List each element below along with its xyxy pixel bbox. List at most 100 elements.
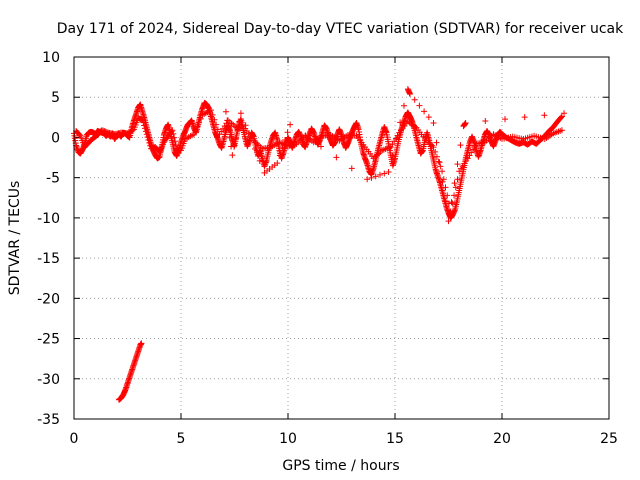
- data-point-plus: [247, 134, 254, 141]
- data-point-plus: [139, 116, 146, 123]
- data-point-plus: [209, 111, 216, 118]
- data-point-plus: [439, 168, 446, 175]
- data-point-plus: [433, 139, 440, 146]
- data-point-plus: [448, 199, 455, 206]
- y-tick-label: -35: [37, 412, 60, 428]
- y-tick-label: -10: [37, 211, 60, 227]
- data-point-plus: [442, 198, 449, 205]
- data-point-plus: [129, 127, 136, 134]
- y-tick-label: -20: [37, 291, 60, 307]
- x-tick-label: 5: [177, 431, 186, 447]
- data-point-plus: [372, 173, 379, 180]
- data-point-plus: [389, 152, 396, 159]
- data-point-plus: [256, 157, 263, 164]
- data-point-plus: [252, 146, 259, 153]
- data-point-plus: [444, 192, 451, 199]
- data-point-plus: [226, 134, 233, 141]
- data-point-plus: [430, 144, 437, 151]
- x-tick-label: 0: [70, 431, 79, 447]
- data-point-plus: [317, 143, 324, 150]
- y-tick-label: -5: [46, 171, 60, 187]
- data-point-plus: [141, 122, 148, 129]
- data-point-plus: [436, 159, 443, 166]
- data-point-plus: [501, 116, 508, 123]
- data-point-plus: [416, 102, 423, 109]
- data-point-plus: [232, 135, 239, 142]
- data-point-plus: [231, 143, 238, 150]
- data-point-plus: [172, 138, 179, 145]
- data-point-plus: [195, 119, 202, 126]
- data-point-plus: [284, 129, 291, 136]
- data-point-plus: [451, 192, 458, 199]
- data-point-plus: [302, 132, 309, 139]
- data-point-plus: [421, 108, 428, 115]
- data-point-plus: [411, 96, 418, 103]
- data-point-plus: [169, 127, 176, 134]
- data-point-plus: [561, 110, 568, 117]
- data-point-plus: [197, 115, 204, 122]
- data-point-plus: [558, 127, 565, 134]
- data-point-plus: [234, 127, 241, 134]
- data-point-plus: [435, 158, 442, 165]
- data-point-plus: [143, 131, 150, 138]
- data-point-plus: [368, 174, 375, 181]
- data-point-plus: [364, 176, 371, 183]
- data-point-plus: [558, 114, 565, 121]
- y-tick-label: 0: [51, 130, 60, 146]
- data-point-plus: [454, 176, 461, 183]
- y-tick-label: -30: [37, 372, 60, 388]
- x-tick-label: 25: [600, 431, 618, 447]
- x-tick-label: 15: [386, 431, 404, 447]
- data-point-plus: [447, 208, 454, 215]
- data-point-plus: [462, 119, 469, 126]
- data-point-plus: [439, 178, 446, 185]
- y-tick-label: 10: [42, 50, 60, 66]
- data-point-plus: [432, 148, 439, 155]
- data-point-plus: [145, 137, 152, 144]
- data-point-plus: [140, 119, 147, 126]
- data-point-plus: [194, 123, 201, 130]
- data-point-plus: [454, 161, 461, 168]
- data-point-plus: [400, 102, 407, 109]
- data-point-plus: [425, 114, 432, 121]
- data-point-plus: [142, 128, 149, 135]
- data-point-plus: [237, 110, 244, 117]
- y-tick-label: 5: [51, 90, 60, 106]
- data-point-plus: [142, 125, 149, 132]
- data-point-plus: [393, 135, 400, 142]
- data-point-plus: [207, 107, 214, 114]
- data-point-plus: [445, 218, 452, 225]
- data-point-plus: [377, 171, 384, 178]
- data-point-plus: [452, 184, 459, 191]
- data-point-plus: [442, 184, 449, 191]
- data-point-plus: [385, 169, 392, 176]
- data-point-plus: [76, 131, 83, 138]
- data-point-plus: [451, 180, 458, 187]
- y-tick-label: -25: [37, 332, 60, 348]
- data-point-plus: [397, 119, 404, 126]
- data-point-plus: [225, 126, 232, 133]
- data-series: [222, 86, 568, 225]
- data-point-plus: [138, 340, 145, 347]
- data-point-plus: [214, 126, 221, 133]
- data-point-plus: [457, 142, 464, 149]
- data-point-plus: [333, 154, 340, 161]
- data-point-plus: [192, 127, 199, 134]
- data-point-plus: [213, 121, 220, 128]
- data-point-plus: [279, 144, 286, 151]
- grid-lines: [74, 57, 609, 419]
- data-point-plus: [406, 91, 413, 98]
- data-point-plus: [190, 131, 197, 138]
- data-point-plus: [242, 122, 249, 129]
- y-axis-label: SDTVAR / TECUs: [7, 181, 23, 296]
- data-point-plus: [276, 152, 283, 159]
- data-point-plus: [282, 137, 289, 144]
- data-series: [115, 340, 145, 403]
- data-point-plus: [224, 117, 231, 124]
- data-point-plus: [170, 130, 177, 137]
- data-point-plus: [348, 165, 355, 172]
- data-point-plus: [222, 108, 229, 115]
- data-points: [71, 86, 568, 403]
